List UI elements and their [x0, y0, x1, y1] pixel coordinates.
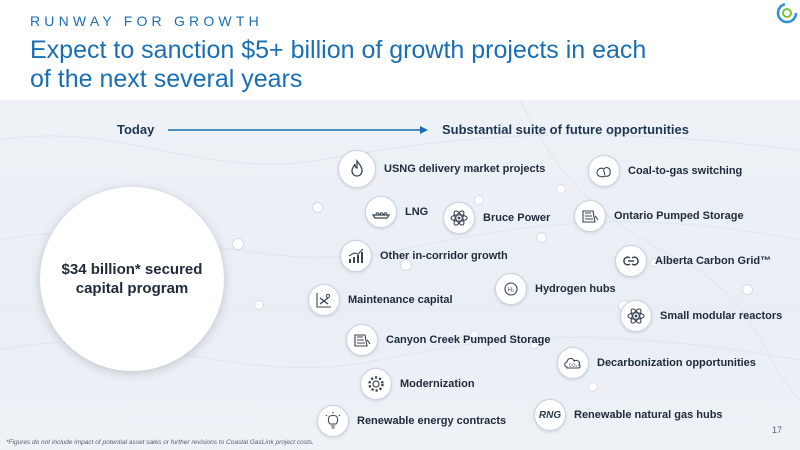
- lng-tanker-icon: [365, 196, 397, 228]
- decorative-dot: [742, 284, 753, 295]
- opportunity-label: Coal-to-gas switching: [628, 165, 743, 177]
- opportunity-usng-delivery: USNG delivery market projects: [338, 150, 545, 188]
- timeline-arrow-icon: [168, 126, 428, 134]
- decorative-dot: [428, 380, 438, 390]
- growth-chart-icon: [340, 240, 372, 272]
- opportunity-label: Renewable natural gas hubs: [574, 409, 723, 421]
- opportunity-label: Decarbonization opportunities: [597, 357, 756, 369]
- opportunity-label: Bruce Power: [483, 212, 551, 224]
- svg-text:CO₂: CO₂: [569, 363, 578, 368]
- opportunity-small-modular-reactors: Small modular reactors: [620, 300, 782, 332]
- opportunity-lng: LNG: [365, 196, 428, 228]
- opportunity-decarbonization: CO₂ Decarbonization opportunities: [557, 347, 756, 379]
- opportunity-label: Renewable energy contracts: [357, 415, 507, 427]
- opportunity-coal-to-gas: Coal-to-gas switching: [588, 155, 742, 187]
- coal-to-gas-icon: [588, 155, 620, 187]
- gear-icon: [360, 368, 392, 400]
- opportunity-label: Hydrogen hubs: [535, 283, 616, 295]
- atom-icon: [443, 202, 475, 234]
- secured-capital-circle: $34 billion* secured capital program: [40, 187, 224, 371]
- opportunity-modernization: Modernization: [360, 368, 475, 400]
- opportunity-renewable-energy: Renewable energy contracts: [317, 405, 506, 437]
- decorative-dot: [650, 258, 659, 267]
- background-contour-lines: [0, 100, 800, 401]
- hydrogen-icon: H₂: [495, 273, 527, 305]
- page-title: Expect to sanction $5+ billion of growth…: [30, 36, 647, 93]
- carbon-grid-icon: [615, 245, 647, 277]
- decorative-dot: [530, 340, 539, 349]
- opportunity-ontario-pumped-storage: Ontario Pumped Storage: [574, 200, 744, 232]
- dam-icon: [346, 324, 378, 356]
- opportunity-label: Maintenance capital: [348, 294, 453, 306]
- opportunity-label: Ontario Pumped Storage: [614, 210, 744, 222]
- opportunity-hydrogen-hubs: H₂ Hydrogen hubs: [495, 273, 616, 305]
- opportunity-label: Modernization: [400, 378, 475, 390]
- opportunity-label: LNG: [405, 206, 429, 218]
- decorative-dot: [400, 259, 412, 271]
- co2-cloud-icon: CO₂: [557, 347, 589, 379]
- lightbulb-icon: [317, 405, 349, 437]
- opportunity-alberta-carbon-grid: Alberta Carbon Grid™: [615, 245, 771, 277]
- svg-text:H₂: H₂: [508, 288, 515, 294]
- decorative-dot: [556, 184, 566, 194]
- header-band: [0, 0, 800, 100]
- decorative-dot: [588, 382, 598, 392]
- timeline-today-label: Today: [117, 122, 155, 137]
- decorative-dot: [536, 232, 547, 243]
- opportunity-rng-hubs: RNG Renewable natural gas hubs: [534, 399, 723, 431]
- section-kicker: RUNWAY FOR GROWTH: [30, 13, 263, 29]
- decorative-dot: [470, 330, 479, 339]
- decorative-dot: [474, 195, 484, 205]
- page-number: 17: [772, 425, 783, 435]
- opportunity-label: Alberta Carbon Grid™: [655, 255, 772, 267]
- opportunity-maintenance-capital: Maintenance capital: [308, 284, 453, 316]
- atom-icon: [620, 300, 652, 332]
- opportunity-label: Other in-corridor growth: [380, 250, 508, 262]
- timeline-future-label: Substantial suite of future opportunitie…: [442, 122, 689, 137]
- opportunity-label: Small modular reactors: [660, 310, 783, 322]
- flame-icon: [338, 150, 376, 188]
- dam-icon: [574, 200, 606, 232]
- decorative-dot: [254, 300, 264, 310]
- secured-capital-label: $34 billion* secured capital program: [61, 261, 203, 297]
- opportunity-bruce-power: Bruce Power: [443, 202, 550, 234]
- rng-icon-text: RNG: [538, 409, 562, 421]
- rng-icon: RNG: [534, 399, 566, 431]
- opportunity-other-in-corridor: Other in-corridor growth: [340, 240, 508, 272]
- decorative-dot: [312, 202, 323, 213]
- footnote: *Figures do not include impact of potent…: [6, 439, 314, 446]
- opportunity-label: USNG delivery market projects: [384, 163, 546, 175]
- opportunity-canyon-creek: Canyon Creek Pumped Storage: [346, 324, 550, 356]
- wrench-chart-icon: [308, 284, 340, 316]
- decorative-dot: [232, 238, 244, 250]
- company-logo-icon: [776, 2, 798, 24]
- opportunity-label: Canyon Creek Pumped Storage: [386, 334, 551, 346]
